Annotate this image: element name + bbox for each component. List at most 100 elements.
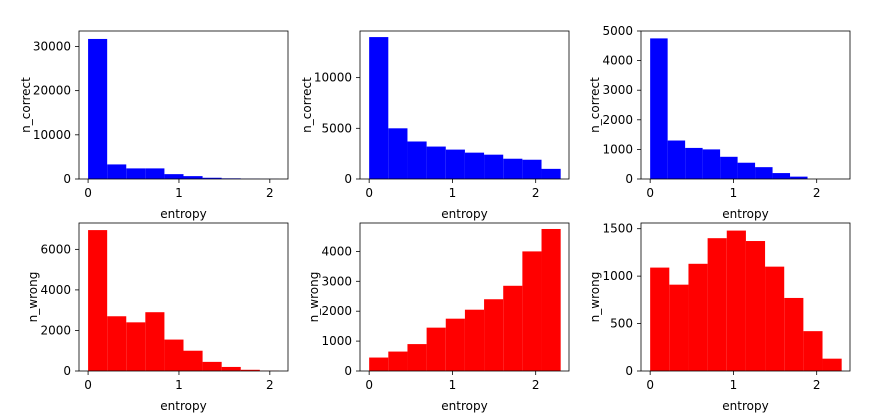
histogram-bar: [202, 177, 222, 179]
y-axis-label: n_wrong: [588, 272, 602, 323]
histogram-bar: [107, 316, 127, 371]
y-tick-label: 0: [344, 364, 352, 378]
histogram-bar: [445, 318, 465, 371]
histogram-bar: [803, 331, 823, 371]
x-tick-label: 2: [532, 186, 540, 200]
x-tick-label: 2: [813, 378, 821, 392]
y-tick-label: 0: [344, 172, 352, 186]
y-tick-label: 20000: [33, 84, 71, 98]
histogram-bar: [667, 140, 686, 179]
x-tick-label: 0: [365, 186, 373, 200]
y-tick-label: 1000: [321, 334, 352, 348]
histogram-bar: [88, 230, 108, 371]
y-axis-label: n_correct: [588, 77, 602, 133]
histogram-bar: [650, 267, 670, 371]
histogram-bar: [503, 285, 523, 371]
x-tick-label: 1: [730, 378, 738, 392]
y-axis-label: n_wrong: [26, 272, 40, 323]
histogram-bar: [720, 156, 738, 179]
histogram-bar: [822, 358, 842, 371]
y-tick-label: 0: [625, 172, 633, 186]
histogram-bar: [522, 159, 542, 179]
x-tick-label: 1: [449, 186, 457, 200]
y-tick-label: 1000: [602, 142, 633, 156]
y-tick-label: 0: [63, 172, 71, 186]
y-tick-label: 4000: [321, 244, 352, 258]
histogram-bar: [745, 241, 766, 371]
histogram-bar: [464, 152, 485, 179]
histogram-bar: [183, 176, 203, 179]
histogram-bar: [407, 344, 427, 371]
histogram-bar: [765, 266, 785, 371]
subplot-3: 0 1 2 0 1000 2000 3000 4000 5000 entropy n_correct: [588, 24, 851, 221]
y-tick-label: 3000: [321, 274, 352, 288]
histogram-bar: [685, 147, 703, 179]
histogram-bar: [464, 309, 485, 371]
histogram-bar: [784, 297, 804, 371]
y-tick-label: 5000: [602, 24, 633, 38]
y-tick-label: 2000: [40, 323, 71, 337]
axes-frame: [359, 30, 570, 180]
histogram-bar: [369, 357, 389, 371]
y-axis-label: n_correct: [19, 77, 33, 133]
histogram-bar: [126, 168, 146, 179]
x-axis-label: entropy: [441, 399, 487, 413]
histogram-bar: [145, 312, 165, 371]
axes-frame: [640, 30, 851, 180]
x-tick-label: 0: [365, 378, 373, 392]
subplot-2: 0 1 2 0 5000 10000 entropy n_correct: [300, 30, 570, 221]
histogram-bar: [484, 154, 504, 179]
histogram-bar: [240, 369, 260, 371]
x-tick-label: 2: [813, 186, 821, 200]
histogram-bar: [650, 38, 668, 180]
x-tick-label: 1: [449, 378, 457, 392]
y-tick-label: 2000: [602, 113, 633, 127]
axes-frame: [359, 222, 570, 372]
histogram-bar: [726, 230, 746, 371]
x-axis-label: entropy: [160, 399, 206, 413]
axes-frame: [78, 30, 289, 180]
y-tick-label: 3000: [602, 83, 633, 97]
x-tick-label: 2: [266, 186, 274, 200]
x-tick-label: 0: [646, 378, 654, 392]
x-tick-label: 1: [175, 378, 183, 392]
subplot-5: 0 1 2 0 1000 2000 3000 4000 entropy n_wrong: [307, 222, 570, 413]
y-tick-label: 4000: [602, 54, 633, 68]
y-tick-label: 500: [610, 317, 633, 331]
histogram-bar: [772, 173, 791, 179]
histogram-bar: [183, 350, 203, 371]
subplot-4: 0 1 2 0 2000 4000 6000 entropy n_wrong: [26, 222, 289, 413]
histogram-bar: [522, 251, 542, 371]
histogram-bar: [688, 263, 708, 371]
histogram-bar: [388, 128, 408, 179]
y-tick-label: 0: [63, 364, 71, 378]
subplot-1: 0 1 2 0 10000 20000 30000 entropy n_correct: [19, 30, 289, 221]
x-tick-label: 0: [84, 378, 92, 392]
histogram-bar: [707, 238, 727, 371]
histogram-bar: [126, 322, 146, 371]
histogram-bar: [503, 158, 523, 179]
x-axis-label: entropy: [441, 207, 487, 221]
histogram-bar: [407, 141, 427, 179]
y-tick-label: 6000: [40, 242, 71, 256]
y-tick-label: 5000: [321, 121, 352, 135]
histogram-bar: [755, 167, 773, 179]
y-axis-label: n_correct: [300, 77, 314, 133]
x-axis-label: entropy: [160, 207, 206, 221]
y-tick-label: 1500: [602, 222, 633, 236]
y-tick-label: 2000: [321, 304, 352, 318]
histogram-bar: [426, 327, 446, 371]
x-tick-label: 1: [730, 186, 738, 200]
histogram-bar: [164, 339, 184, 371]
histogram-bar: [426, 146, 446, 179]
histogram-bar: [145, 168, 165, 179]
histogram-bar: [790, 176, 808, 179]
x-axis-label: entropy: [722, 207, 768, 221]
histogram-bar: [737, 162, 756, 179]
histogram-bar: [221, 366, 241, 371]
histogram-bar: [88, 38, 108, 179]
x-tick-label: 0: [646, 186, 654, 200]
histogram-bar: [484, 299, 504, 371]
x-tick-label: 1: [175, 186, 183, 200]
